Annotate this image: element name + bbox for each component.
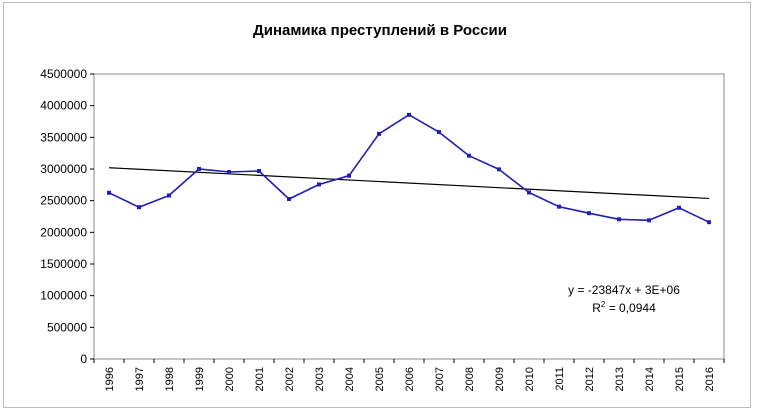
trendline: [108, 167, 710, 200]
x-tick-label: 1997: [134, 367, 146, 391]
trend-equation-text: y = -23847x + 3E+06: [568, 283, 680, 297]
chart-svg: Динамика преступлений в России 0 500000 10…: [40, 22, 725, 391]
y-tick-label: 500000: [47, 320, 87, 334]
x-tick-label: 2011: [554, 367, 566, 391]
x-tick-label: 2010: [524, 367, 536, 391]
data-point: [197, 166, 201, 171]
x-tick-label: 2007: [434, 367, 446, 391]
data-point: [527, 190, 531, 195]
r-squared-value: = 0,0944: [605, 301, 656, 315]
x-tick-label: 1998: [164, 367, 176, 391]
r-squared-sup: 2: [601, 300, 606, 309]
data-point: [647, 218, 651, 223]
y-tick-label: 1000000: [40, 289, 87, 303]
data-point: [317, 182, 321, 187]
x-tick-label: 2013: [614, 367, 626, 391]
x-tick-label: 2014: [644, 367, 656, 391]
data-point: [587, 211, 591, 216]
data-point: [437, 130, 441, 135]
data-point: [347, 173, 351, 178]
x-tick-label: 2002: [284, 367, 296, 391]
data-point: [257, 169, 261, 174]
y-tick-label: 3000000: [40, 162, 87, 176]
x-tick-label: 2003: [314, 367, 326, 391]
y-tick-label: 2000000: [40, 225, 87, 239]
y-tick-label: 4000000: [40, 99, 87, 113]
data-point: [497, 167, 501, 172]
data-point: [617, 217, 621, 222]
x-tick-label: 2012: [584, 367, 596, 391]
x-tick-label: 2006: [404, 367, 416, 391]
r-squared-base: R: [592, 301, 601, 315]
y-tick-label: 0: [80, 352, 87, 366]
plot-area: [93, 73, 725, 360]
x-tick-label: 2004: [344, 367, 356, 391]
chart-title: Динамика преступлений в России: [253, 22, 507, 39]
x-tick-label: 2005: [374, 367, 386, 391]
data-point: [287, 197, 291, 202]
trendline-group: [108, 167, 710, 200]
x-tick-label: 2015: [674, 367, 686, 391]
r-squared-text: R2 = 0,0944: [592, 300, 656, 315]
y-tick-label: 4500000: [40, 67, 87, 81]
x-tick-label: 2001: [254, 367, 266, 391]
x-tick-label: 1996: [104, 367, 116, 391]
x-tick-label: 2008: [464, 367, 476, 391]
data-point: [707, 220, 711, 225]
data-point: [677, 205, 681, 210]
chart-frame: Динамика преступлений в России 0 500000 10…: [3, 2, 751, 408]
y-tick-label: 3500000: [40, 130, 87, 144]
x-tick-label: 2016: [704, 367, 716, 391]
data-point: [467, 153, 471, 158]
y-axis: 0 500000 1000000 1500000 2000000 2500000 30000…: [40, 67, 94, 366]
series-group: [107, 112, 711, 225]
x-axis: 1996 1997 1998 1999 2000 2001 2002 2003 2004 2005…: [93, 359, 725, 391]
x-tick-label: 1999: [194, 367, 206, 391]
trend-equation: y = -23847x + 3E+06 R2 = 0,0944: [568, 283, 680, 315]
y-tick-label: 2500000: [40, 194, 87, 208]
data-point: [137, 205, 141, 210]
data-point: [377, 131, 381, 136]
data-point: [167, 193, 171, 198]
data-point: [407, 112, 411, 117]
data-point: [227, 170, 231, 175]
x-tick-label: 2009: [494, 367, 506, 391]
x-tick-label: 2000: [224, 367, 236, 391]
data-point: [557, 204, 561, 209]
y-tick-label: 1500000: [40, 257, 87, 271]
data-point: [107, 190, 111, 195]
